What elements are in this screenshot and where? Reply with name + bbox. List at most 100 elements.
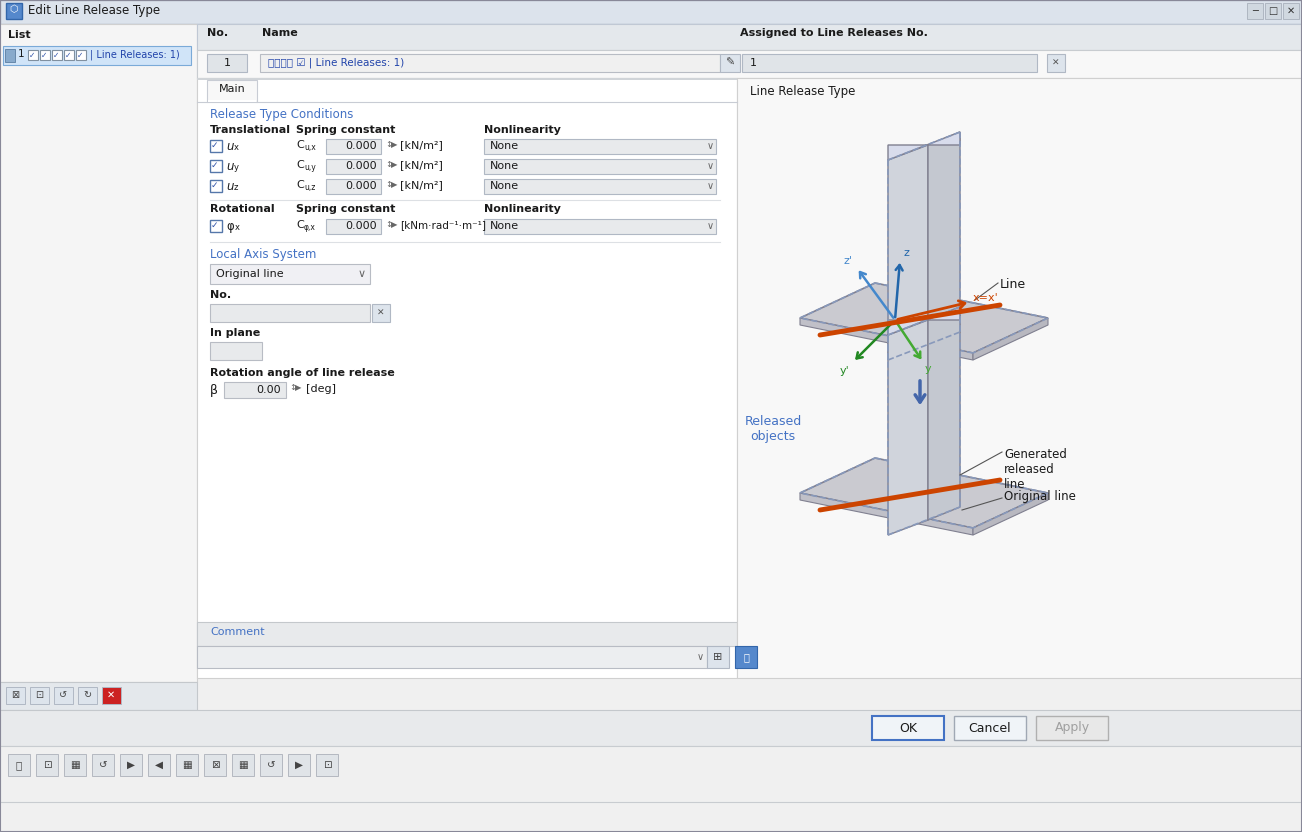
Text: Local Axis System: Local Axis System xyxy=(210,248,316,261)
Text: ▶: ▶ xyxy=(296,760,303,770)
Polygon shape xyxy=(799,458,1048,528)
Text: Edit Line Release Type: Edit Line Release Type xyxy=(29,4,160,17)
Bar xyxy=(197,24,1302,50)
Bar xyxy=(210,304,370,322)
Text: Rotational: Rotational xyxy=(210,204,275,214)
Bar xyxy=(1247,3,1263,19)
Bar xyxy=(1282,3,1299,19)
Text: Release Type Conditions: Release Type Conditions xyxy=(210,108,353,121)
Text: ⬡: ⬡ xyxy=(9,4,18,14)
Bar xyxy=(52,50,62,60)
Text: ⊞: ⊞ xyxy=(713,652,723,662)
Bar xyxy=(224,382,286,398)
Text: C: C xyxy=(296,220,303,230)
Text: 1: 1 xyxy=(224,58,230,68)
Text: ✓: ✓ xyxy=(77,51,83,60)
Bar xyxy=(197,50,1302,78)
Text: ∨: ∨ xyxy=(707,141,713,151)
Bar xyxy=(484,139,716,154)
Bar xyxy=(736,646,756,668)
Bar xyxy=(197,622,737,646)
Text: ▶: ▶ xyxy=(296,383,302,392)
Text: u,z: u,z xyxy=(303,183,315,192)
Bar xyxy=(260,754,283,776)
Bar xyxy=(210,140,223,152)
Bar xyxy=(197,78,737,678)
Text: Name: Name xyxy=(262,28,298,38)
Bar xyxy=(64,754,86,776)
Bar xyxy=(484,179,716,194)
Bar xyxy=(207,54,247,72)
Text: Original line: Original line xyxy=(1004,490,1075,503)
Text: No.: No. xyxy=(210,290,232,300)
Text: ↕: ↕ xyxy=(385,180,392,189)
Text: Apply: Apply xyxy=(1055,721,1090,735)
Text: ▶: ▶ xyxy=(391,180,397,189)
Bar xyxy=(29,50,38,60)
Text: None: None xyxy=(490,181,519,191)
Polygon shape xyxy=(973,493,1048,535)
Bar xyxy=(1047,54,1065,72)
Text: List: List xyxy=(8,30,31,40)
Bar xyxy=(76,50,86,60)
Bar xyxy=(720,54,740,72)
Text: 🔗: 🔗 xyxy=(743,652,749,662)
Bar xyxy=(954,716,1026,740)
Text: y': y' xyxy=(840,366,849,376)
Bar xyxy=(53,687,73,704)
Bar xyxy=(210,342,262,360)
Text: x=x': x=x' xyxy=(973,293,999,303)
Text: Nonlinearity: Nonlinearity xyxy=(484,204,561,214)
Bar xyxy=(288,754,310,776)
Text: ↕: ↕ xyxy=(289,383,296,392)
Text: ∨: ∨ xyxy=(707,221,713,231)
Text: ⊡: ⊡ xyxy=(323,760,332,770)
Bar xyxy=(737,78,1302,678)
Text: None: None xyxy=(490,141,519,151)
Text: ∨: ∨ xyxy=(707,181,713,191)
Bar xyxy=(36,754,59,776)
Bar xyxy=(102,687,121,704)
Text: u: u xyxy=(227,140,233,153)
Text: Nonlinearity: Nonlinearity xyxy=(484,125,561,135)
Text: ✓: ✓ xyxy=(40,51,47,60)
Polygon shape xyxy=(928,307,960,520)
Text: Spring constant: Spring constant xyxy=(296,204,396,214)
Text: u,y: u,y xyxy=(303,163,316,172)
Text: ⊡: ⊡ xyxy=(43,760,51,770)
Text: 0.00: 0.00 xyxy=(256,385,281,395)
Text: [kN/m²]: [kN/m²] xyxy=(400,180,443,190)
Text: ◀: ◀ xyxy=(155,760,163,770)
Polygon shape xyxy=(888,132,960,160)
Text: ▦: ▦ xyxy=(238,760,247,770)
Text: ▦: ▦ xyxy=(70,760,79,770)
Text: ∨: ∨ xyxy=(707,161,713,171)
Text: 🔍: 🔍 xyxy=(16,760,22,770)
Text: ↕: ↕ xyxy=(385,220,392,229)
Text: z: z xyxy=(234,183,238,192)
Text: ✓: ✓ xyxy=(211,141,219,150)
Text: 0.000: 0.000 xyxy=(345,221,378,231)
Text: u: u xyxy=(227,160,233,173)
Text: ✓: ✓ xyxy=(211,221,219,230)
Text: ✕: ✕ xyxy=(378,309,385,318)
Text: ✓: ✓ xyxy=(29,51,35,60)
Text: None: None xyxy=(490,221,519,231)
Text: [deg]: [deg] xyxy=(306,384,336,394)
Bar xyxy=(5,49,16,62)
Text: 1: 1 xyxy=(18,49,25,59)
Text: OK: OK xyxy=(898,721,917,735)
Text: ⊠: ⊠ xyxy=(211,760,219,770)
Text: | Line Releases: 1): | Line Releases: 1) xyxy=(90,49,180,60)
Bar xyxy=(8,754,30,776)
Bar xyxy=(210,160,223,172)
Bar xyxy=(210,264,370,284)
Bar xyxy=(176,754,198,776)
Text: y: y xyxy=(234,163,240,172)
Text: x: x xyxy=(234,143,240,152)
Bar xyxy=(326,179,381,194)
Text: ✕: ✕ xyxy=(1286,6,1295,16)
Text: Original line: Original line xyxy=(216,269,284,279)
Text: ▶: ▶ xyxy=(128,760,135,770)
Text: ↺: ↺ xyxy=(59,690,68,700)
